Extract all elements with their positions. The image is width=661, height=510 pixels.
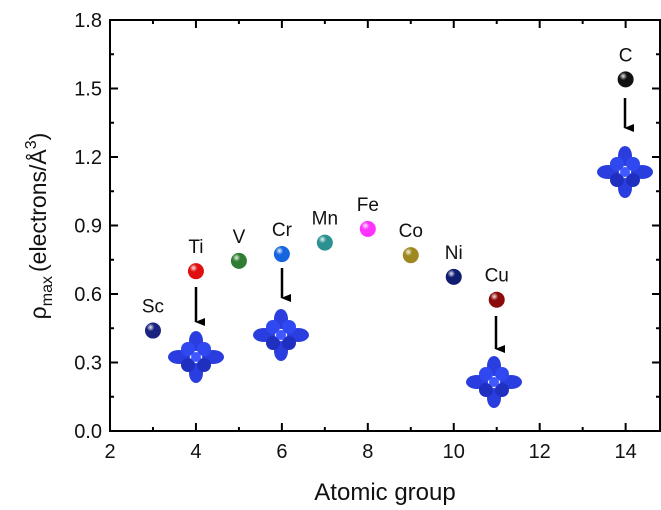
point-label: C [619,45,633,66]
orbital-image [597,146,653,198]
point-highlight [231,253,247,269]
x-tick-label: 2 [104,441,115,463]
point-highlight [489,292,505,308]
x-axis-title: Atomic group [314,479,455,506]
point-highlight [403,247,419,263]
x-tick-label: 10 [443,441,465,463]
point-label: Cr [272,220,293,241]
point-label: Ni [445,243,463,264]
point-highlight [188,263,204,279]
x-tick-label: 8 [362,441,373,463]
chart: Atomic group ρmax (electrons/Å3) 2 4 6 8 10 12… [0,0,661,510]
y-tick-label: 0.9 [74,216,102,238]
point-highlight [618,71,634,87]
x-tick-label: 12 [529,441,551,463]
y-title-subscript: max [39,276,56,306]
y-axis-title: ρmax (electrons/Å3) [23,133,56,320]
x-tick-label: 14 [615,441,637,463]
point-label: V [233,227,246,248]
point-label: Co [399,221,423,242]
point-label: Ti [188,237,203,258]
point-label: Fe [357,195,379,216]
y-title-symbol: ρ [25,306,51,319]
y-tick-label: 1.2 [74,147,102,169]
y-tick-label: 0.6 [74,284,102,306]
point-label: Mn [312,209,338,230]
point-highlight [274,246,290,262]
y-tick-label: 1.8 [74,10,102,32]
y-tick-label: 0.0 [74,421,102,443]
y-title-superscript: 3 [23,140,40,149]
point-label: Sc [142,297,164,318]
y-title-close: ) [25,133,51,141]
orbital-image [168,331,224,383]
point-label: Cu [485,266,509,287]
y-tick-label: 1.5 [74,79,102,101]
orbital-image [466,356,522,408]
point-highlight [360,221,376,237]
point-highlight [446,269,462,285]
orbital-image [253,309,309,361]
y-title-text: (electrons/Å [24,149,51,272]
orbital-images [168,146,653,408]
x-tick-label: 4 [190,441,201,463]
x-tick-label: 6 [276,441,287,463]
y-tick-label: 0.3 [74,353,102,375]
point-highlight [317,235,333,251]
point-highlight [145,323,161,339]
